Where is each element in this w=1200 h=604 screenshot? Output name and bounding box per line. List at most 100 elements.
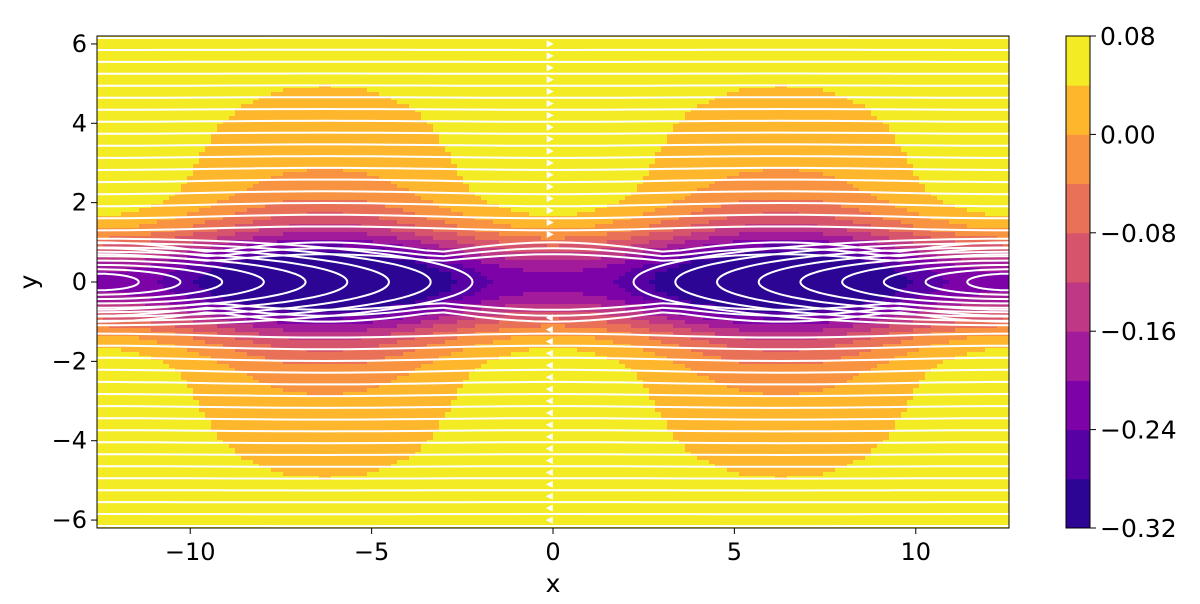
- contour-cell: [871, 328, 914, 333]
- contour-cell: [97, 148, 206, 153]
- contour-cell: [649, 240, 686, 245]
- contour-cell: [97, 112, 236, 117]
- contour-cell: [607, 296, 644, 301]
- contour-cell: [253, 340, 398, 345]
- contour-cell: [211, 420, 440, 425]
- contour-cell: [481, 288, 626, 293]
- contour-cell: [871, 232, 914, 237]
- contour-cell: [457, 224, 512, 229]
- contour-cell: [661, 340, 710, 345]
- colorbar-segment: [1066, 36, 1090, 86]
- contour-cell: [595, 352, 656, 357]
- contour-cell: [97, 412, 206, 417]
- contour-cell: [139, 352, 200, 357]
- contour-cell: [637, 372, 698, 377]
- colorbar-segment: [1066, 282, 1090, 332]
- contour-cell: [469, 188, 638, 193]
- contour-cell: [475, 292, 524, 297]
- contour-cell: [421, 364, 482, 369]
- contour-cell: [511, 352, 596, 357]
- contour-cell: [457, 172, 650, 177]
- contour-cell: [283, 328, 368, 333]
- contour-cell: [895, 140, 1010, 145]
- contour-cell: [445, 412, 662, 417]
- contour-cell: [853, 184, 926, 189]
- contour-cell: [181, 184, 254, 189]
- contour-cell: [151, 328, 194, 333]
- contour-cell: [397, 340, 446, 345]
- contour-cell: [97, 128, 218, 133]
- colorbar-segment: [1066, 85, 1090, 135]
- contour-cell: [925, 184, 1010, 189]
- y-tick-label: −2: [52, 347, 87, 375]
- contour-cell: [433, 236, 476, 241]
- contour-cell: [481, 272, 626, 277]
- contour-cell: [469, 372, 638, 377]
- contour-cell: [607, 240, 650, 245]
- contour-cell: [367, 172, 458, 177]
- contour-cell: [433, 124, 674, 129]
- contour-cell: [709, 100, 854, 105]
- contour-cell: [529, 212, 578, 217]
- colorbar-segment: [1066, 331, 1090, 381]
- contour-cell: [97, 76, 1010, 81]
- contour-cell: [739, 172, 824, 177]
- contour-cell: [895, 136, 1010, 141]
- contour-cell: [625, 364, 686, 369]
- contour-cell: [367, 232, 416, 237]
- contour-cell: [895, 420, 1010, 425]
- contour-cell: [169, 364, 230, 369]
- contour-cell: [709, 460, 854, 465]
- contour-cell: [259, 332, 392, 337]
- contour-cell: [877, 116, 1010, 121]
- contour-cell: [481, 300, 626, 305]
- contour-cell: [97, 340, 158, 345]
- contour-cell: [97, 212, 122, 217]
- contour-cell: [613, 220, 662, 225]
- contour-cell: [871, 112, 1010, 117]
- contour-cell: [667, 136, 896, 141]
- contour-cell: [199, 208, 248, 213]
- contour-cell: [655, 284, 908, 289]
- contour-cell: [97, 400, 200, 405]
- contour-cell: [151, 232, 194, 237]
- contour-cell: [967, 352, 1010, 357]
- contour-cell: [853, 340, 902, 345]
- contour-cell: [97, 492, 1010, 497]
- contour-cell: [451, 352, 512, 357]
- contour-cell: [475, 236, 542, 241]
- streamline: [97, 442, 1009, 443]
- colorbar-segment: [1066, 233, 1090, 283]
- contour-cell: [445, 220, 494, 225]
- contour-cell: [901, 148, 1010, 153]
- contour-cell: [205, 340, 254, 345]
- y-tick-label: 4: [72, 109, 87, 137]
- contour-cell: [487, 360, 620, 365]
- contour-cell: [499, 264, 608, 269]
- contour-cell: [877, 444, 1010, 449]
- contour-cell: [685, 444, 878, 449]
- contour-cell: [631, 236, 674, 241]
- contour-cell: [97, 220, 158, 225]
- contour-cell: [97, 420, 212, 425]
- contour-cell: [475, 324, 542, 329]
- x-tick-label: 0: [545, 538, 560, 566]
- contour-cell: [949, 280, 1010, 285]
- contour-cell: [463, 296, 500, 301]
- contour-cell: [919, 212, 986, 217]
- contour-cell: [163, 276, 200, 281]
- y-tick-label: −6: [52, 506, 87, 534]
- contour-cell: [97, 116, 230, 121]
- contour-cell: [421, 196, 482, 201]
- contour-cell: [217, 436, 434, 441]
- contour-cell: [925, 188, 1010, 193]
- contour-cell: [475, 268, 524, 273]
- contour-cell: [889, 128, 1010, 133]
- contour-cell: [121, 212, 188, 217]
- contour-cell: [229, 196, 422, 201]
- contour-cell: [469, 376, 638, 381]
- contour-cell: [727, 468, 836, 473]
- contour-cell: [97, 80, 1010, 85]
- contour-cell: [97, 328, 152, 333]
